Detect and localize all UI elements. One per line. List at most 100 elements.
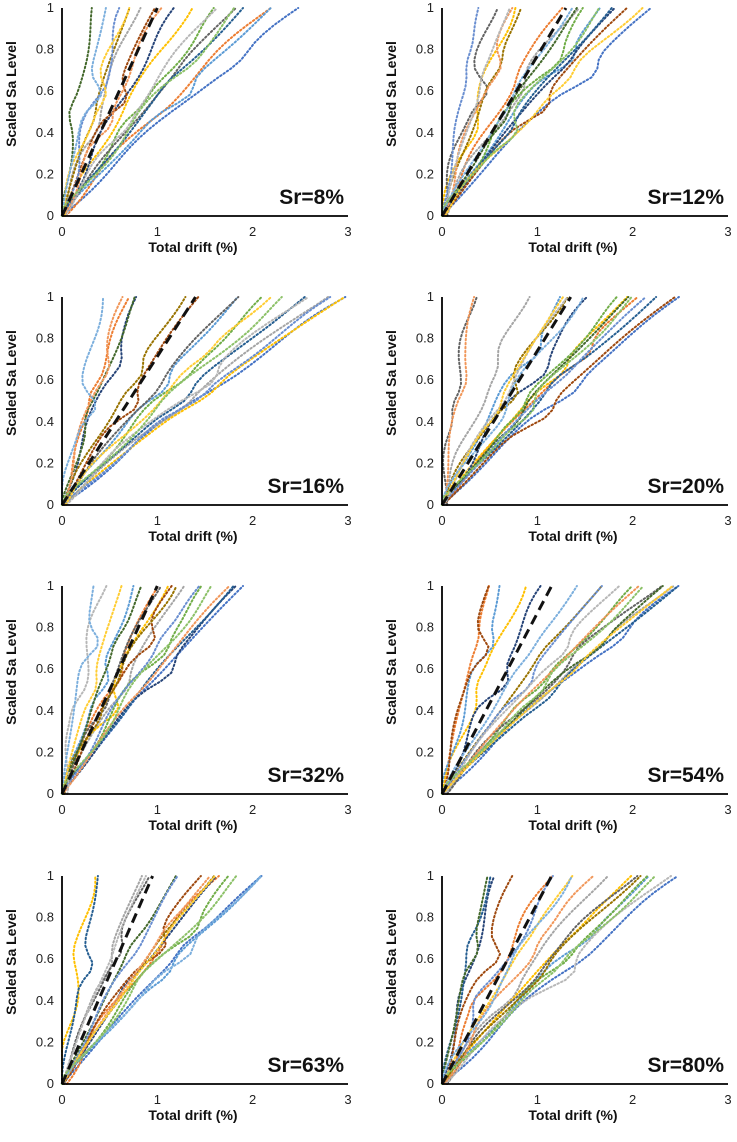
x-tick-label: 1 <box>154 1092 161 1107</box>
response-curve <box>445 7 499 217</box>
response-curve <box>61 296 200 506</box>
x-tick-label: 0 <box>438 802 445 817</box>
response-curve <box>61 875 97 1085</box>
panel-label: Sr=32% <box>268 764 345 787</box>
chart-panel: 0 0.2 0.4 0.6 0.8 1 0 1 2 3 Total drift (%) Scaled … <box>383 578 732 833</box>
y-tick-label: 0 <box>427 497 434 512</box>
response-curve <box>441 875 657 1085</box>
response-curve <box>61 585 237 795</box>
response-curve <box>63 7 237 217</box>
response-curve <box>61 875 230 1085</box>
x-axis-title: Total drift (%) <box>148 528 237 544</box>
response-curve <box>441 7 628 217</box>
response-curve <box>441 296 680 506</box>
y-tick-label: 0.4 <box>36 703 54 718</box>
x-tick-label: 1 <box>154 513 161 528</box>
response-curve <box>441 296 647 506</box>
y-tick-label: 0.6 <box>36 83 54 98</box>
y-tick-label: 0 <box>427 786 434 801</box>
response-curve <box>61 7 107 217</box>
y-tick-label: 0.8 <box>36 331 54 346</box>
panel-label: Sr=16% <box>268 475 345 498</box>
y-tick-label: 0.4 <box>416 414 434 429</box>
median-curve <box>440 875 553 1085</box>
y-tick-label: 0.2 <box>416 744 434 759</box>
chart-panel: 0 0.2 0.4 0.6 0.8 1 0 1 2 3 Total drift (%) Scaled … <box>3 578 352 833</box>
response-curve <box>441 296 478 506</box>
y-tick-label: 0.8 <box>416 910 434 925</box>
response-curve <box>61 7 300 217</box>
y-tick-label: 0.2 <box>416 455 434 470</box>
response-curve <box>61 585 231 795</box>
y-tick-label: 1 <box>427 578 434 593</box>
x-tick-label: 2 <box>249 224 256 239</box>
x-tick-label: 2 <box>249 802 256 817</box>
response-curve <box>442 875 514 1085</box>
response-curve <box>61 296 332 506</box>
y-axis-title: Scaled Sa Level <box>3 41 19 147</box>
chart-panel: 0 0.2 0.4 0.6 0.8 1 0 1 2 3 Total drift (%) Scaled … <box>3 868 352 1123</box>
response-curve <box>442 7 511 217</box>
response-curve <box>442 296 476 506</box>
response-curve <box>64 585 108 795</box>
x-tick-label: 0 <box>58 513 65 528</box>
x-tick-label: 2 <box>249 513 256 528</box>
response-curve <box>61 7 131 217</box>
y-tick-label: 0 <box>47 208 54 223</box>
response-curve <box>441 7 601 217</box>
y-axis-title: Scaled Sa Level <box>383 330 399 436</box>
chart-panel: 0 0.2 0.4 0.6 0.8 1 0 1 2 3 Total drift (%) Scaled … <box>3 0 352 255</box>
y-tick-label: 0.2 <box>416 1034 434 1049</box>
panel-label: Sr=54% <box>648 764 725 787</box>
response-curve <box>441 585 603 795</box>
response-curve <box>441 7 652 217</box>
x-tick-label: 0 <box>438 224 445 239</box>
response-curve <box>62 296 187 506</box>
x-axis-title: Total drift (%) <box>528 817 617 833</box>
response-curve <box>61 875 147 1085</box>
y-tick-label: 0.4 <box>36 414 54 429</box>
panel-label: Sr=12% <box>648 186 725 209</box>
y-tick-label: 0.2 <box>36 744 54 759</box>
response-curve <box>443 875 595 1085</box>
y-tick-label: 0.4 <box>416 703 434 718</box>
x-tick-label: 3 <box>724 802 731 817</box>
x-axis-title: Total drift (%) <box>148 817 237 833</box>
response-curve <box>441 875 679 1085</box>
x-tick-label: 0 <box>58 224 65 239</box>
response-curve <box>441 7 517 217</box>
response-curve <box>61 585 135 795</box>
response-curve <box>61 875 179 1085</box>
response-curve <box>441 875 633 1085</box>
chart-panel: 0 0.2 0.4 0.6 0.8 1 0 1 2 3 Total drift (%) Scaled … <box>3 289 352 544</box>
y-tick-label: 0.8 <box>416 331 434 346</box>
y-tick-label: 0.4 <box>416 993 434 1008</box>
x-tick-label: 3 <box>724 224 731 239</box>
response-curve <box>61 875 99 1085</box>
x-tick-label: 2 <box>629 1092 636 1107</box>
y-axis-title: Scaled Sa Level <box>383 619 399 725</box>
median-curve <box>60 585 159 795</box>
x-tick-label: 1 <box>534 513 541 528</box>
median-curve <box>440 585 553 795</box>
x-axis-title: Total drift (%) <box>528 528 617 544</box>
y-tick-label: 0.2 <box>36 1034 54 1049</box>
y-axis-title: Scaled Sa Level <box>3 909 19 1015</box>
median-curve <box>60 7 159 217</box>
response-curve <box>61 7 235 217</box>
y-tick-label: 0.6 <box>416 951 434 966</box>
response-curve <box>61 875 216 1085</box>
y-axis-title: Scaled Sa Level <box>383 909 399 1015</box>
response-curve <box>441 296 633 506</box>
chart-panel: 0 0.2 0.4 0.6 0.8 1 0 1 2 3 Total drift (%) Scaled … <box>383 289 732 544</box>
response-curve <box>61 585 201 795</box>
y-tick-label: 0.6 <box>36 372 54 387</box>
x-axis-title: Total drift (%) <box>148 239 237 255</box>
chart-panel: 0 0.2 0.4 0.6 0.8 1 0 1 2 3 Total drift (%) Scaled … <box>383 868 732 1123</box>
y-tick-label: 1 <box>47 0 54 15</box>
response-curve <box>64 7 131 217</box>
chart-panel: 0 0.2 0.4 0.6 0.8 1 0 1 2 3 Total drift (%) Scaled … <box>383 0 732 255</box>
median-curve <box>60 296 197 506</box>
x-tick-label: 3 <box>344 802 351 817</box>
